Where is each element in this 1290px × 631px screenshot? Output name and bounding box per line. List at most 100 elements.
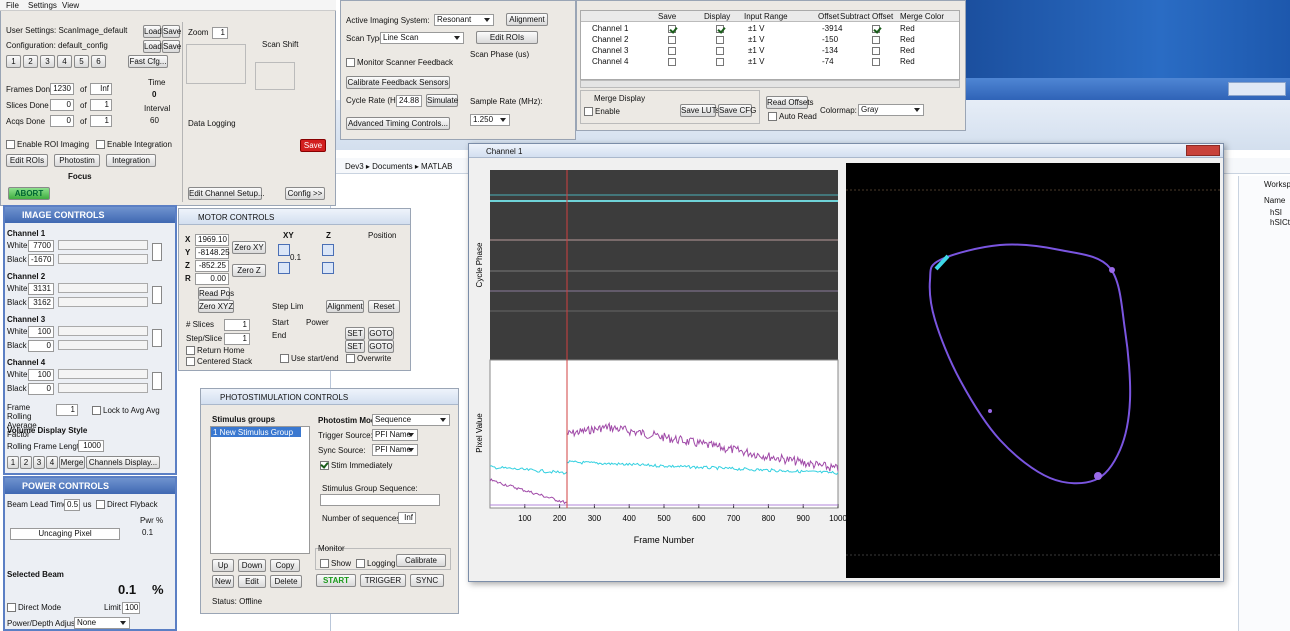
checkbox[interactable]: Direct Mode bbox=[7, 603, 61, 612]
text-field[interactable]: 3162 bbox=[28, 297, 54, 309]
dropdown[interactable]: Sequence bbox=[372, 414, 450, 426]
checkbox[interactable] bbox=[872, 47, 880, 55]
checkbox[interactable]: Logging bbox=[356, 559, 395, 568]
text-field[interactable]: 1230 bbox=[50, 83, 74, 95]
text-field[interactable]: 0 bbox=[50, 115, 74, 127]
text-field[interactable]: 100 bbox=[122, 602, 140, 614]
button[interactable]: Alignment bbox=[506, 13, 548, 26]
button[interactable]: Up bbox=[212, 559, 234, 572]
checkbox[interactable]: Direct Flyback bbox=[96, 500, 158, 509]
button[interactable]: SET bbox=[345, 327, 365, 340]
dropdown[interactable]: Line Scan bbox=[380, 32, 464, 44]
button[interactable]: 1 bbox=[7, 456, 19, 469]
button[interactable]: Alignment bbox=[326, 300, 364, 313]
text-field[interactable]: Uncaging Pixel bbox=[10, 528, 120, 540]
button[interactable]: Load bbox=[143, 40, 162, 53]
checkbox[interactable] bbox=[668, 25, 676, 33]
button[interactable]: Copy bbox=[270, 559, 300, 572]
button[interactable]: Calibrate bbox=[396, 554, 446, 567]
button[interactable]: GOTO bbox=[368, 327, 394, 340]
checkbox[interactable]: Stim Immediately bbox=[320, 461, 392, 470]
text-field[interactable]: 1969.10 bbox=[195, 234, 229, 246]
text-field[interactable]: 1 bbox=[224, 319, 250, 331]
button[interactable]: Edit ROIs bbox=[6, 154, 48, 167]
text-field[interactable]: 1000 bbox=[78, 440, 104, 452]
dropdown[interactable]: PFI Name bbox=[372, 444, 418, 456]
text-field[interactable]: 1 bbox=[224, 333, 250, 345]
text-field[interactable]: 0.5 bbox=[64, 499, 80, 511]
button[interactable]: 2 bbox=[20, 456, 32, 469]
button[interactable]: Config >> bbox=[285, 187, 325, 200]
button[interactable]: START bbox=[316, 574, 356, 587]
text-field[interactable]: -8148.25 bbox=[195, 247, 230, 259]
button[interactable]: Save bbox=[300, 139, 326, 152]
button[interactable]: Merge bbox=[59, 456, 85, 469]
button[interactable]: Calibrate Feedback Sensors bbox=[346, 76, 450, 89]
button[interactable]: 4 bbox=[46, 456, 58, 469]
button[interactable]: SET bbox=[345, 340, 365, 353]
button[interactable]: Advanced Timing Controls... bbox=[346, 117, 450, 130]
button[interactable]: 2 bbox=[23, 55, 38, 68]
text-field[interactable]: -1670 bbox=[28, 254, 54, 266]
button[interactable]: Save bbox=[162, 25, 182, 38]
button[interactable]: Save CFG bbox=[718, 104, 757, 117]
checkbox[interactable] bbox=[668, 47, 676, 55]
text-field[interactable]: 100 bbox=[28, 326, 54, 338]
button[interactable]: Save bbox=[162, 40, 182, 53]
button[interactable]: Reset bbox=[368, 300, 400, 313]
text-field[interactable]: 1 bbox=[90, 115, 112, 127]
button[interactable]: Simulate bbox=[426, 94, 459, 107]
text-field[interactable]: Inf bbox=[398, 512, 416, 524]
dropdown[interactable]: Resonant bbox=[434, 14, 494, 26]
button[interactable]: Read Offsets bbox=[766, 96, 814, 109]
button[interactable]: Edit Channel Setup... bbox=[188, 187, 265, 200]
text-field[interactable]: 3131 bbox=[28, 283, 54, 295]
button[interactable]: Edit bbox=[238, 575, 266, 588]
checkbox[interactable]: Lock to Avg Avg bbox=[92, 406, 160, 415]
checkbox[interactable]: Enable bbox=[584, 107, 620, 116]
text-field[interactable]: 24.88 bbox=[396, 95, 422, 107]
button[interactable]: 1 bbox=[6, 55, 21, 68]
button[interactable]: Save LUTs bbox=[680, 104, 720, 117]
button[interactable]: Photostim bbox=[54, 154, 100, 167]
button[interactable]: Zero XY bbox=[232, 241, 266, 254]
checkbox[interactable] bbox=[716, 58, 724, 66]
button[interactable]: Delete bbox=[270, 575, 302, 588]
button[interactable]: SYNC bbox=[410, 574, 444, 587]
button[interactable]: 6 bbox=[91, 55, 106, 68]
checkbox[interactable] bbox=[716, 25, 724, 33]
checkbox[interactable]: Overwrite bbox=[346, 354, 391, 363]
text-field[interactable]: 1 bbox=[90, 99, 112, 111]
button[interactable]: 4 bbox=[57, 55, 72, 68]
checkbox[interactable] bbox=[716, 36, 724, 44]
button[interactable]: Load bbox=[143, 25, 162, 38]
checkbox[interactable] bbox=[872, 58, 880, 66]
button[interactable]: Read Pos bbox=[198, 287, 235, 300]
text-field[interactable]: -852.25 bbox=[195, 260, 229, 272]
checkbox[interactable] bbox=[716, 47, 724, 55]
text-field[interactable]: 7700 bbox=[28, 240, 54, 252]
text-field[interactable]: 0.00 bbox=[195, 273, 229, 285]
text-field[interactable]: 100 bbox=[28, 369, 54, 381]
button[interactable]: ABORT bbox=[8, 187, 50, 200]
checkbox[interactable] bbox=[872, 36, 880, 44]
checkbox[interactable]: Show bbox=[320, 559, 351, 568]
text-field[interactable]: 1 bbox=[56, 404, 78, 416]
text-field[interactable]: 0 bbox=[28, 340, 54, 352]
button[interactable]: Edit ROIs bbox=[476, 31, 538, 44]
button[interactable]: Down bbox=[238, 559, 266, 572]
checkbox[interactable]: Return Home bbox=[186, 346, 245, 355]
text-field[interactable]: Inf bbox=[90, 83, 112, 95]
text-field[interactable]: 0 bbox=[28, 383, 54, 395]
dropdown[interactable]: PFI Name bbox=[372, 429, 418, 441]
button[interactable]: TRIGGER bbox=[360, 574, 406, 587]
close-button[interactable] bbox=[1186, 145, 1220, 156]
checkbox[interactable]: Centered Stack bbox=[186, 357, 252, 366]
checkbox[interactable] bbox=[872, 25, 880, 33]
checkbox[interactable]: Enable ROI Imaging bbox=[6, 140, 89, 149]
text-field[interactable]: 0 bbox=[50, 99, 74, 111]
checkbox[interactable]: Use start/end bbox=[280, 354, 339, 363]
dropdown[interactable]: None bbox=[74, 617, 130, 629]
checkbox[interactable]: Auto Read bbox=[768, 112, 817, 121]
button[interactable]: New bbox=[212, 575, 234, 588]
